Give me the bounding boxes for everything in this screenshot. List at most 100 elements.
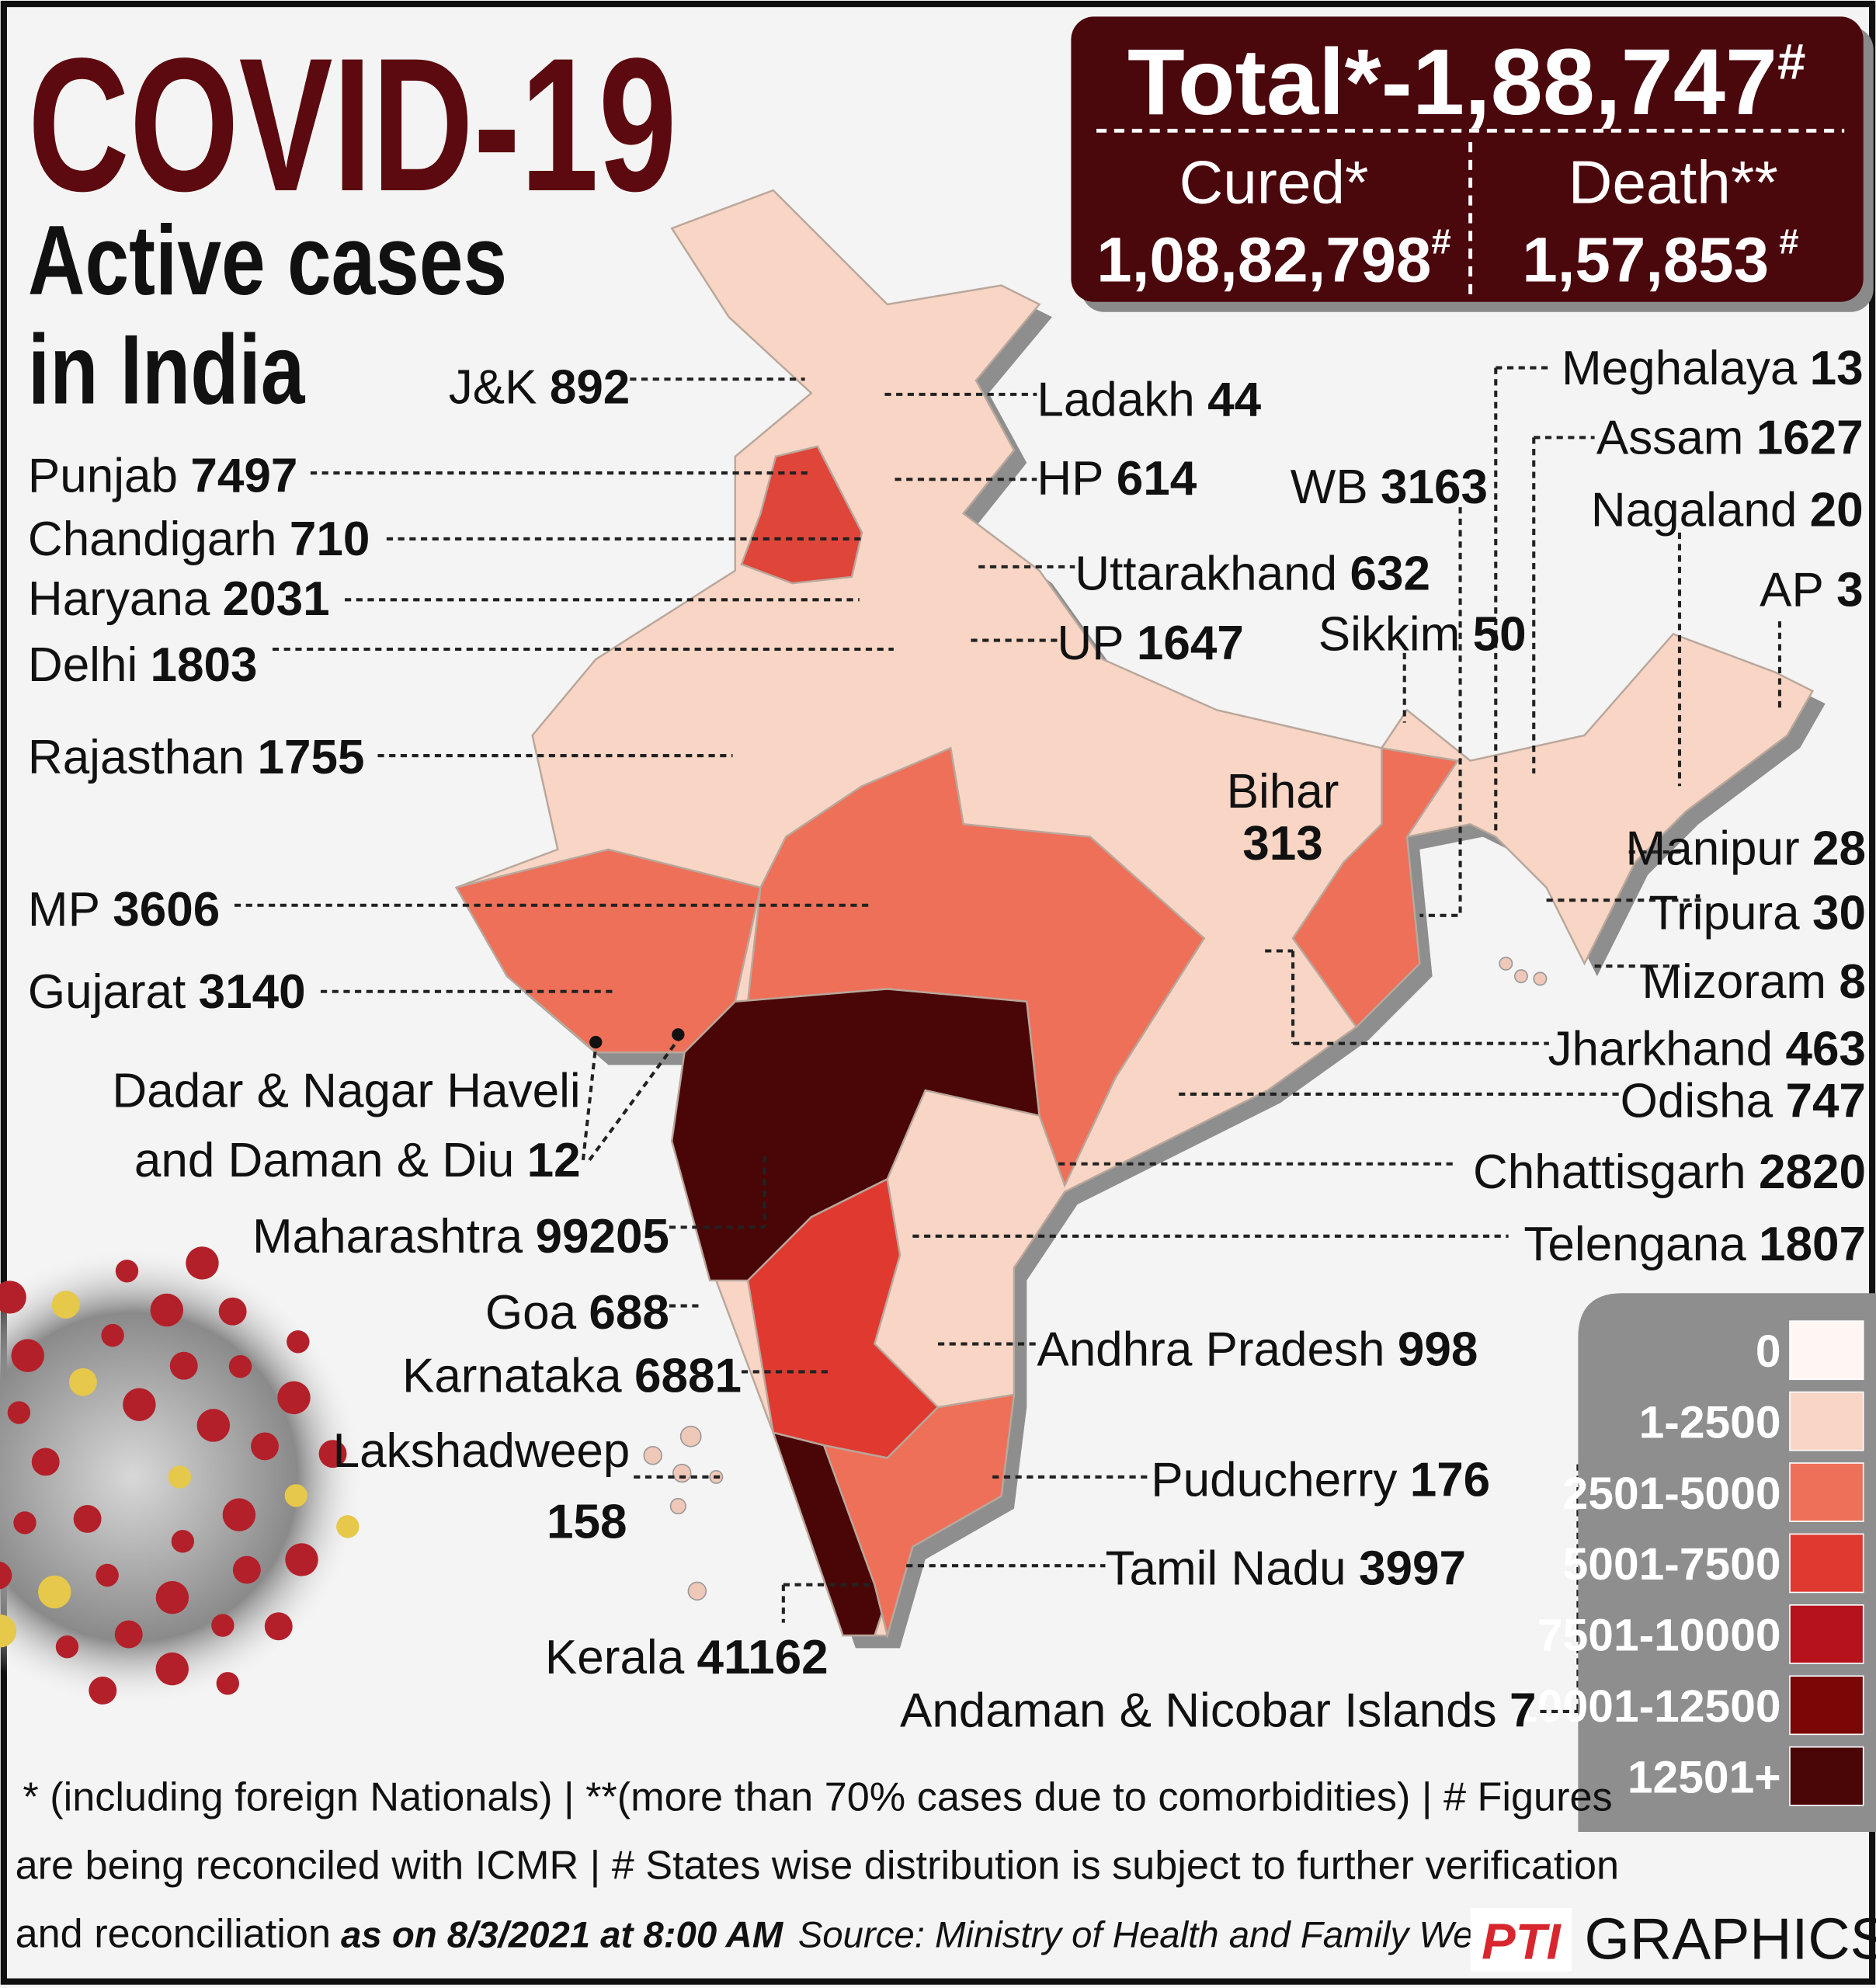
virus-spike [155,1580,189,1614]
state-value: 710 [290,513,370,566]
state-value: 747 [1785,1074,1865,1128]
virus-spike [232,1555,261,1584]
footnote-text: and reconciliation [16,1912,331,1957]
virus-illustration [0,1242,368,1712]
state-label: AP 3 [1760,563,1864,617]
state-name: J&K [449,360,537,414]
state-value: 2031 [223,572,330,626]
state-label: Nagaland 20 [1591,484,1864,537]
credit-logo-bg [1470,1907,1572,1972]
state-label: HP 614 [1037,452,1197,506]
state-value: 158 [547,1495,627,1548]
state-label: Karnataka 6881 [402,1350,742,1403]
cured-mark: # [1431,222,1450,262]
virus-spike [11,1339,44,1372]
legend-label: 12501+ [1628,1752,1781,1802]
virus-spike [251,1432,279,1461]
state-name: Goa [485,1286,577,1340]
footnote: are being reconciled with ICMR | # State… [16,1843,1620,1888]
footnote-date: as on 8/3/2021 at 8:00 AM [341,1915,784,1956]
state-value: 3 [1836,563,1864,617]
state-value: 12 [527,1134,581,1187]
state-label: and Daman & Diu 12 [134,1134,581,1187]
state-value: 3606 [113,883,220,937]
state-name: Lakshadweep [333,1424,631,1478]
region-punjab [740,445,863,585]
legend-label: 1-2500 [1639,1397,1781,1448]
virus-spike [150,1293,184,1327]
virus-spike [216,1672,239,1695]
state-name: WB [1291,461,1368,514]
virus-spike [171,1530,195,1553]
region-west-bengal [1291,746,1460,1029]
cured-value: 1,08,82,798 [1096,225,1431,296]
state-name: Bihar [1227,765,1339,818]
state-label: Chhattisgarh 2820 [1473,1145,1866,1199]
total-label: Total*- [1127,30,1412,134]
state-label: Mizoram 8 [1642,955,1866,1009]
virus-spike [31,1448,60,1476]
state-label: UP 1647 [1057,617,1243,670]
state-name: Andhra Pradesh [1037,1322,1384,1376]
virus-spike [73,1504,102,1533]
legend-label: 5001-7500 [1563,1539,1781,1590]
state-name: Telengana [1523,1218,1746,1271]
state-label: Ladakh 44 [1037,374,1261,427]
state-labels: J&K 892 Ladakh 44 Punjab 7497 HP 614 Chandigarh 7… [28,342,1866,1738]
state-label: WB 3163 [1291,461,1488,514]
state-value: 1803 [151,638,258,692]
state-name: Odisha [1621,1074,1774,1128]
leader-lines [581,366,1781,1712]
virus-spike [0,1561,12,1590]
state-value: 1807 [1759,1218,1866,1271]
state-name: and Daman & Diu [134,1134,515,1187]
state-value: 6881 [634,1350,742,1403]
footnote: and reconciliation as on 8/3/2021 at 8:00… [16,1912,1545,1957]
state-name: Sikkim [1318,608,1461,662]
virus-spike [318,1440,347,1468]
region-tamil-nadu [822,1393,1016,1639]
state-value: 30 [1812,887,1866,940]
state-name: Assam [1596,412,1744,465]
state-value: 13 [1810,342,1864,395]
virus-spike [277,1381,311,1415]
death-label: Death** [1569,148,1778,216]
state-name: Delhi [28,638,137,692]
footnote-source: Source: Ministry of Health and Family We… [798,1915,1545,1956]
state-label: Meghalaya 13 [1562,342,1864,395]
state-label: Chandigarh 710 [28,513,370,566]
state-label: Haryana 2031 [28,572,330,626]
state-value: 8 [1839,955,1866,1009]
state-label: Odisha 747 [1621,1074,1866,1128]
legend: 0 1-2500 2501-5000 5001-7500 7501-10000 10001… [1512,1293,1876,1833]
virus-spike [38,1575,71,1609]
state-label: Maharashtra 99205 [252,1210,669,1263]
state-label: J&K 892 [449,360,631,414]
cured-label: Cured* [1179,148,1369,216]
legend-label: 0 [1756,1326,1781,1377]
totals-panel [1071,16,1864,302]
islands [643,956,1548,1601]
state-value: 50 [1473,608,1527,662]
legend-label: 2501-5000 [1563,1468,1781,1519]
state-label: Andaman & Nicobar Islands 7 [900,1684,1537,1738]
virus-spike [0,1614,17,1648]
state-name: Jharkhand [1548,1022,1774,1076]
death-value: 1,57,853 [1522,225,1769,296]
state-name: Tripura [1648,887,1800,940]
state-value: 20 [1810,484,1864,537]
state-value: 2820 [1759,1145,1866,1199]
virus-spike [51,1291,80,1319]
state-value: 998 [1398,1322,1478,1376]
state-value: 44 [1207,374,1261,427]
state-label: Punjab 7497 [28,450,297,503]
state-name: Nagaland [1591,484,1798,537]
state-value: 3163 [1381,461,1488,514]
state-label: Uttarakhand 632 [1075,547,1430,600]
state-name: Meghalaya [1562,342,1798,395]
legend-swatch [1789,1675,1864,1736]
state-label: Jharkhand 463 [1548,1022,1866,1076]
virus-spike [264,1612,293,1641]
